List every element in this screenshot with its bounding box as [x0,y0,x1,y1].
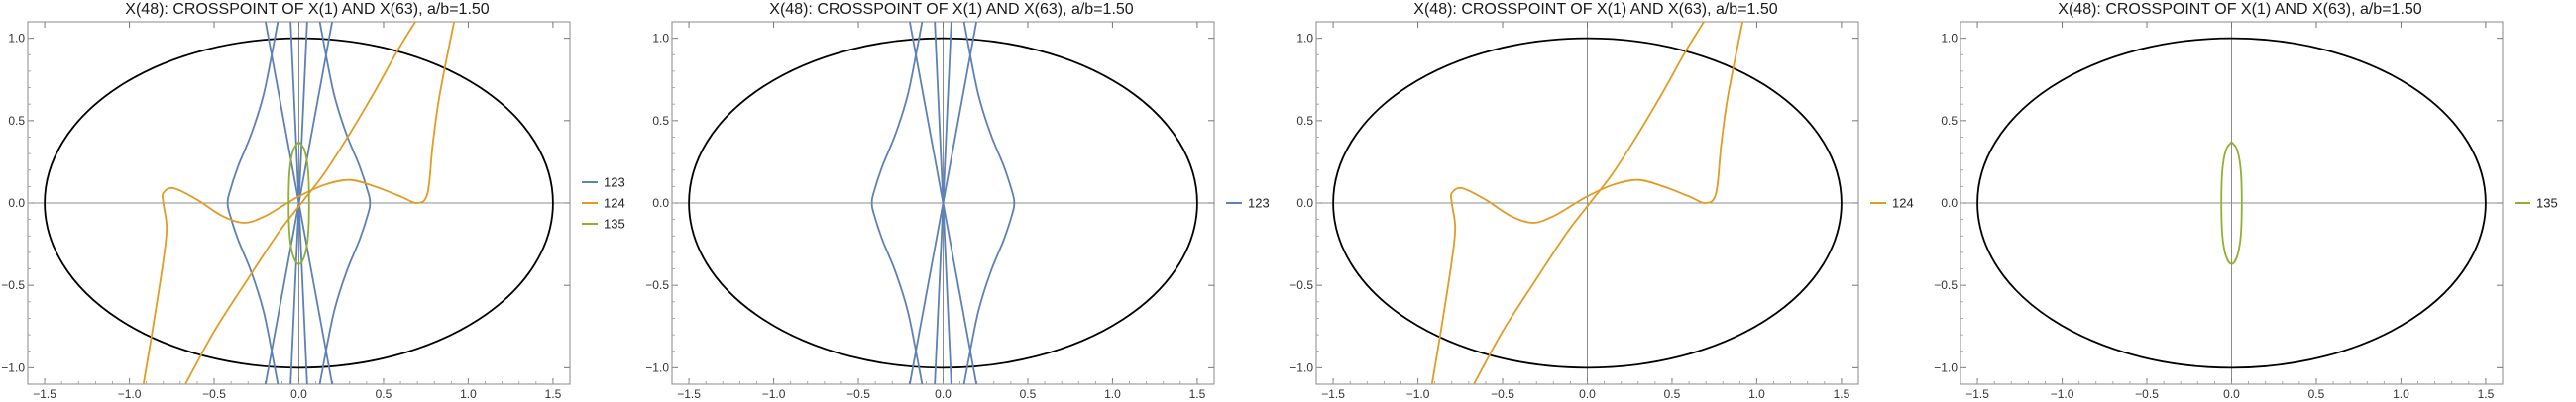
legend-label: 123 [1248,196,1270,211]
x-tick-label: −1.5 [1321,387,1345,401]
series-135-curve [2220,141,2243,265]
series-124-curve [142,22,456,384]
y-tick-label: −1.0 [645,360,669,374]
x-tick-label: 0.0 [935,387,952,401]
legend-label: 135 [604,217,625,232]
y-tick-label: 1.0 [652,32,669,46]
y-tick-label: 0.0 [1296,196,1313,210]
x-tick-label: 0.5 [376,387,392,401]
x-tick-label: −1.5 [677,387,701,401]
y-tick-label: −1.0 [1934,360,1958,374]
series-123-curve [934,22,952,384]
y-tick-label: 0.5 [8,114,25,128]
x-tick-label: 1.0 [2393,387,2409,401]
y-tick-label: −0.5 [1934,278,1958,292]
x-tick-label: −1.0 [118,387,142,401]
x-tick-label: 1.5 [545,387,562,401]
legend-label: 124 [1892,196,1914,211]
chart-plot-3: −1.5 −1.0 −0.5 0.0 0.5 1.0 1.5 −1.0 −0.5 0.0 0.5 1.… [1289,21,1914,401]
series-123-curve [289,22,308,384]
x-tick-label: 0.0 [290,387,307,401]
x-tick-label: 0.0 [2223,387,2240,401]
y-tick-label: −1.0 [1,360,25,374]
y-tick-label: 1.0 [8,32,25,46]
series-124-curve [1473,22,1706,384]
x-tick-label: 1.0 [1104,387,1121,401]
ellipse-curve [1976,37,2487,369]
legend-label: 135 [2536,196,2558,211]
y-tick-label: −0.5 [645,278,669,292]
y-tick-label: 0.0 [652,196,669,210]
series-123-curve [870,22,924,384]
y-tick-label: −1.0 [1289,360,1313,374]
x-tick-label: −0.5 [846,387,870,401]
ellipse-curve [44,37,554,369]
x-tick-label: −1.0 [2051,387,2074,401]
legend-label: 124 [604,196,625,211]
ellipse-curve [1332,37,1843,369]
x-tick-label: 1.0 [1748,387,1765,401]
x-tick-label: −0.5 [1491,387,1514,401]
y-tick-label: 1.0 [1941,32,1958,46]
chart-title: X(48): CROSSPOINT OF X(1) AND X(63), a/b… [769,1,1134,18]
y-tick-label: 0.0 [1941,196,1958,210]
y-tick-label: 0.0 [8,196,25,210]
chart-panel-2: X(48): CROSSPOINT OF X(1) AND X(63), a/b… [644,0,1288,402]
x-tick-label: −0.5 [2135,387,2159,401]
x-tick-label: −1.0 [762,387,786,401]
y-tick-label: 0.5 [1296,114,1313,128]
x-tick-label: 1.5 [2478,387,2495,401]
y-tick-label: −0.5 [1289,278,1313,292]
y-tick-label: 0.5 [1941,114,1958,128]
x-tick-label: −1.0 [1406,387,1430,401]
chart-panel-1: X(48): CROSSPOINT OF X(1) AND X(63), a/b… [0,0,643,402]
x-tick-label: 0.5 [2308,387,2325,401]
legend-label: 123 [604,175,625,190]
series-123-curve [962,22,1016,384]
series-123-curve [318,22,372,384]
plot-area [44,22,554,384]
series-135-curve [287,141,310,265]
chart-title: X(48): CROSSPOINT OF X(1) AND X(63), a/b… [125,1,490,18]
y-tick-label: 1.0 [1296,32,1313,46]
plot-area [1332,22,1843,384]
y-tick-label: −0.5 [1,278,25,292]
plot-area [1976,37,2487,369]
x-tick-label: −1.5 [33,387,56,401]
x-tick-label: 0.0 [1579,387,1596,401]
x-tick-label: −0.5 [202,387,226,401]
chart-panel-3: X(48): CROSSPOINT OF X(1) AND X(63), a/b… [1288,0,1932,402]
x-tick-label: 1.5 [1834,387,1850,401]
chart-plot-2: −1.5 −1.0 −0.5 0.0 0.5 1.0 1.5 −1.0 −0.5 0.0 0.5 1.… [645,21,1270,401]
chart-plot-1: −1.5 −1.0 −0.5 0.0 0.5 1.0 1.5 −1.0 −0.5 0.0 0.5 1.… [1,21,625,401]
ellipse-curve [688,37,1198,369]
y-tick-label: 0.5 [652,114,669,128]
x-tick-label: 0.5 [1020,387,1037,401]
chart-panel-4: X(48): CROSSPOINT OF X(1) AND X(63), a/b… [1933,0,2576,402]
x-tick-label: 0.5 [1664,387,1681,401]
chart-title: X(48): CROSSPOINT OF X(1) AND X(63), a/b… [1413,1,1778,18]
x-tick-label: 1.0 [460,387,477,401]
x-tick-label: 1.5 [1189,387,1206,401]
x-tick-label: −1.5 [1965,387,1989,401]
series-123-curve [226,22,280,384]
chart-title: X(48): CROSSPOINT OF X(1) AND X(63), a/b… [2058,1,2422,18]
plot-area [688,22,1198,384]
series-124-curve [1430,22,1744,384]
chart-plot-4: −1.5 −1.0 −0.5 0.0 0.5 1.0 1.5 −1.0 −0.5 0.0 0.5 1.… [1934,21,2558,401]
